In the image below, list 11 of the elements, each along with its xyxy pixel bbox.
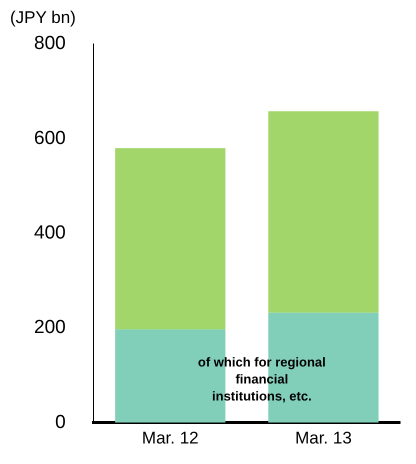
bar [268,111,379,313]
x-tick-label: Mar. 12 [142,428,199,448]
series-label: of which for regional financial institutions, etc. [198,354,326,404]
y-tick-label: 0 [55,412,66,433]
x-tick-label: Mar. 13 [295,428,352,448]
y-tick-label: 800 [34,33,66,54]
bar [115,148,226,330]
y-tick-label: 200 [34,317,66,338]
y-axis-title: (JPY bn) [10,8,76,28]
y-tick-label: 600 [34,128,66,149]
y-tick-label: 400 [34,222,66,244]
